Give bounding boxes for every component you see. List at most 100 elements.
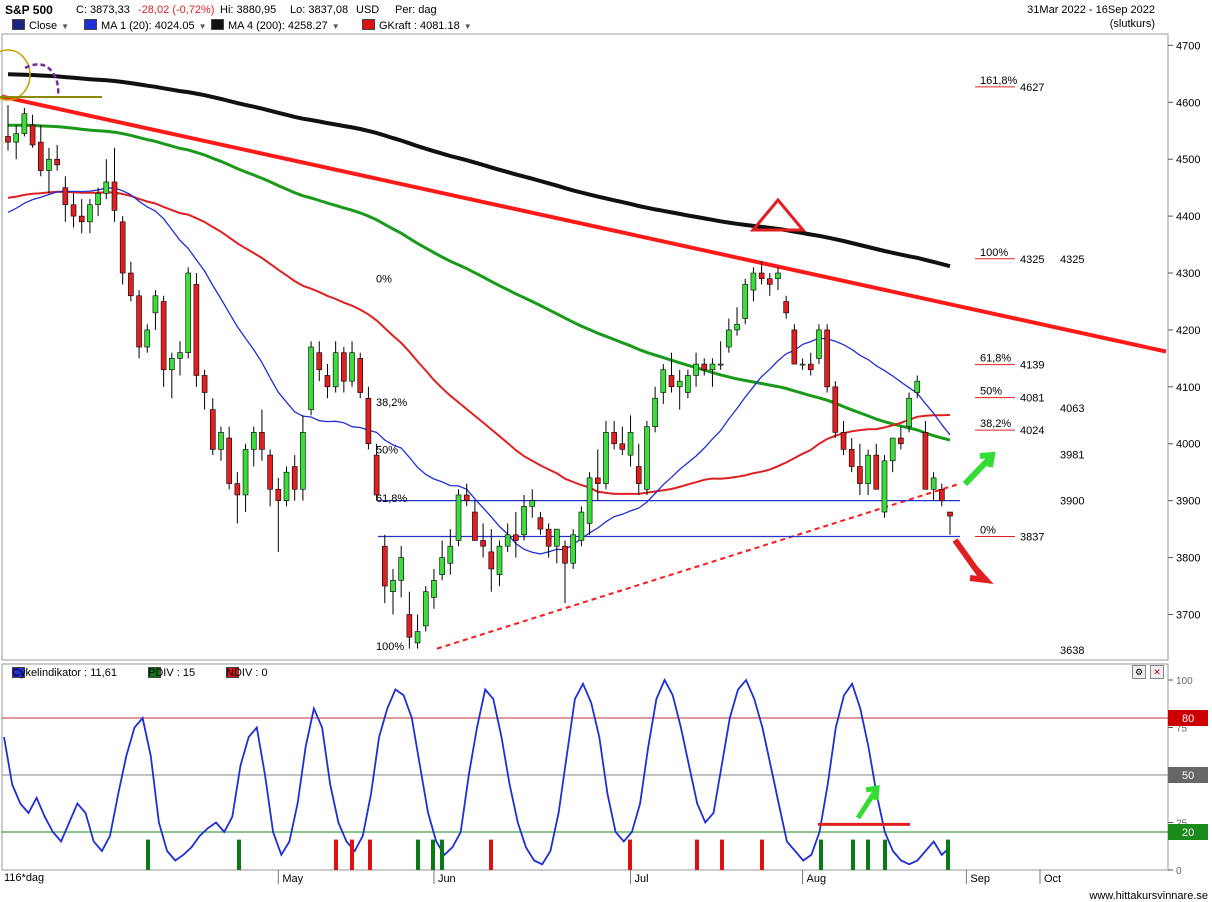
- candle: [406, 591, 413, 649]
- y-tick-label: 4300: [1176, 268, 1200, 280]
- legend-gkraft[interactable]: GKraft : 4081.18 ▼: [362, 19, 472, 33]
- candle: [381, 534, 388, 604]
- candle-body: [201, 375, 208, 393]
- candle-body: [455, 494, 462, 541]
- y-tick-label: 4400: [1176, 211, 1200, 223]
- candle: [226, 426, 232, 490]
- candle-body: [54, 158, 60, 166]
- candle: [21, 107, 28, 137]
- candle-body: [381, 545, 388, 587]
- candle-body: [496, 545, 503, 575]
- candle: [78, 199, 85, 234]
- candle-body: [209, 409, 216, 450]
- legend-cycle-swatch: [12, 667, 25, 678]
- candle-body: [5, 136, 11, 143]
- candle-body: [37, 141, 44, 171]
- candle: [554, 528, 560, 564]
- candle: [300, 415, 306, 501]
- candle-body: [291, 466, 298, 490]
- candle-body: [824, 329, 830, 388]
- candle-body: [545, 528, 552, 547]
- candle-body: [234, 483, 241, 496]
- fib-level-label: 38,2%: [980, 418, 1011, 430]
- cycle-indicator-line: [3, 677, 951, 866]
- close-value: C: 3873,33: [76, 4, 130, 16]
- candle-body: [865, 454, 871, 484]
- candle: [816, 324, 822, 365]
- ndiv-bar: [628, 839, 632, 870]
- close-icon[interactable]: ✕: [1150, 665, 1164, 679]
- legend-close-swatch: [12, 19, 25, 30]
- price-mark: 4325: [1060, 254, 1084, 266]
- change-value: -28,02 (-0,72%): [138, 4, 215, 16]
- candle-body: [136, 295, 142, 348]
- candle: [357, 352, 364, 399]
- legend-cycle-label: Cykelindikator : 11,61: [12, 667, 117, 679]
- candle-body: [668, 375, 675, 388]
- candle-body: [914, 380, 921, 393]
- candle: [185, 267, 192, 359]
- candle-body: [13, 133, 19, 143]
- candle-body: [87, 204, 93, 223]
- ma50-line: [7, 190, 951, 495]
- uptrend-dashed-line: [436, 482, 961, 650]
- candle: [422, 586, 429, 632]
- chevron-down-icon[interactable]: ▼: [463, 22, 472, 31]
- candle-body: [881, 460, 888, 513]
- candle: [259, 409, 265, 461]
- candle: [906, 392, 912, 433]
- candle: [431, 568, 437, 609]
- candle-body: [193, 284, 200, 376]
- candle-body: [554, 528, 560, 547]
- indicator-header: Cykelindikator : 11,61 PDIV : 15 NDIV : …: [0, 665, 1170, 679]
- candle-body: [431, 580, 437, 598]
- candle: [152, 290, 159, 330]
- candle: [889, 437, 896, 473]
- highlight-circle: [0, 49, 31, 101]
- candle-body: [750, 272, 757, 291]
- candle: [717, 341, 724, 370]
- candle: [807, 352, 814, 376]
- fib-level-label: 61,8%: [980, 353, 1011, 365]
- candle-body: [758, 272, 765, 280]
- legend-ndiv-swatch: [226, 667, 239, 678]
- pdiv-bar: [851, 839, 855, 870]
- candle-body: [250, 432, 257, 450]
- chevron-down-icon[interactable]: ▼: [198, 22, 207, 31]
- fib-level-label: 38,2%: [376, 397, 407, 409]
- candle: [922, 420, 929, 490]
- fib-level-label: 50%: [980, 386, 1002, 398]
- candle: [586, 472, 593, 535]
- pdiv-bar: [146, 839, 150, 870]
- legend-close[interactable]: Close ▼: [12, 19, 69, 33]
- chevron-down-icon[interactable]: ▼: [331, 22, 340, 31]
- candle: [791, 324, 798, 365]
- legend-ma200[interactable]: MA 4 (200): 4258.27 ▼: [211, 19, 340, 33]
- candle-body: [693, 363, 699, 376]
- pdiv-bar: [431, 839, 435, 870]
- period: Per: dag: [395, 4, 437, 16]
- wrench-icon[interactable]: ⚙: [1132, 665, 1146, 679]
- candle-body: [939, 488, 945, 501]
- indicator-level-label: 20: [1182, 827, 1194, 839]
- candle-body: [169, 358, 175, 371]
- indicator-level-badge: [1168, 710, 1208, 726]
- candle: [234, 472, 241, 524]
- chevron-down-icon[interactable]: ▼: [61, 22, 70, 31]
- candle-body: [521, 506, 527, 536]
- candle-body: [504, 534, 511, 547]
- candle-body: [766, 278, 773, 285]
- candle-body: [701, 363, 708, 371]
- candle-body: [537, 517, 544, 530]
- candle: [283, 466, 290, 507]
- candle-body: [660, 369, 667, 393]
- candle-body: [95, 193, 101, 206]
- candle: [46, 147, 52, 194]
- candle-body: [160, 301, 167, 371]
- candle: [275, 477, 282, 552]
- candle: [390, 568, 396, 615]
- legend-ma20[interactable]: MA 1 (20): 4024.05 ▼: [84, 19, 206, 33]
- candle: [914, 375, 921, 399]
- candle: [504, 523, 511, 552]
- y-tick-label: 4100: [1176, 382, 1200, 394]
